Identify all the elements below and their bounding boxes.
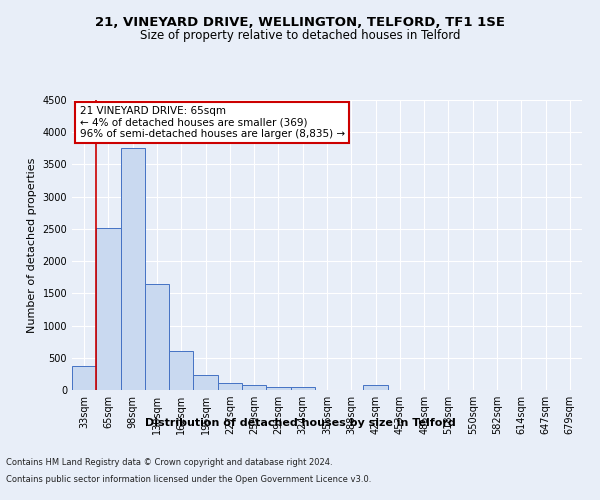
- Bar: [121, 148, 145, 390]
- Text: Distribution of detached houses by size in Telford: Distribution of detached houses by size …: [145, 418, 455, 428]
- Bar: [96, 228, 121, 390]
- Bar: [290, 387, 315, 390]
- Text: 21 VINEYARD DRIVE: 65sqm
← 4% of detached houses are smaller (369)
96% of semi-d: 21 VINEYARD DRIVE: 65sqm ← 4% of detache…: [80, 106, 345, 139]
- Bar: [218, 383, 242, 390]
- Bar: [145, 284, 169, 390]
- Y-axis label: Number of detached properties: Number of detached properties: [27, 158, 37, 332]
- Bar: [72, 366, 96, 390]
- Bar: [242, 386, 266, 390]
- Text: Contains public sector information licensed under the Open Government Licence v3: Contains public sector information licen…: [6, 476, 371, 484]
- Text: 21, VINEYARD DRIVE, WELLINGTON, TELFORD, TF1 1SE: 21, VINEYARD DRIVE, WELLINGTON, TELFORD,…: [95, 16, 505, 29]
- Bar: [193, 375, 218, 390]
- Text: Contains HM Land Registry data © Crown copyright and database right 2024.: Contains HM Land Registry data © Crown c…: [6, 458, 332, 467]
- Text: Size of property relative to detached houses in Telford: Size of property relative to detached ho…: [140, 28, 460, 42]
- Bar: [266, 387, 290, 390]
- Bar: [364, 386, 388, 390]
- Bar: [169, 352, 193, 390]
